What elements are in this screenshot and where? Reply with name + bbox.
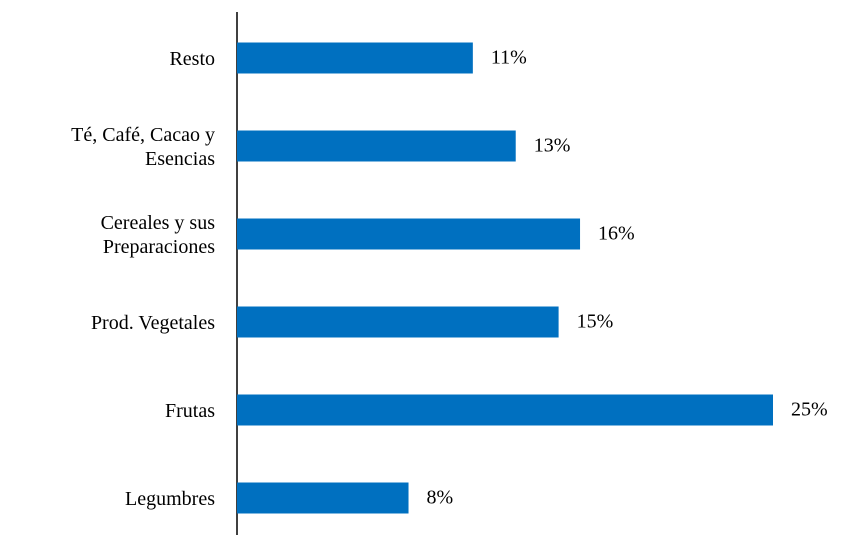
value-label: 8% — [427, 487, 454, 509]
bar — [237, 42, 473, 74]
value-label: 13% — [534, 135, 571, 157]
bar — [237, 218, 581, 250]
value-label: 25% — [791, 399, 828, 421]
category-label: Legumbres — [125, 488, 215, 510]
bar — [237, 306, 559, 338]
category-label: Cereales y sus Preparaciones — [100, 212, 215, 258]
value-label: 16% — [598, 223, 635, 245]
bar — [237, 130, 516, 162]
category-label: Resto — [169, 48, 215, 70]
value-label: 11% — [491, 47, 527, 69]
value-label: 15% — [577, 311, 614, 333]
category-label: Prod. Vegetales — [90, 312, 215, 334]
bar — [237, 482, 409, 514]
category-label: Té, Café, Cacao y Esencias — [71, 124, 215, 170]
bar — [237, 394, 773, 426]
category-label: Frutas — [165, 400, 215, 422]
